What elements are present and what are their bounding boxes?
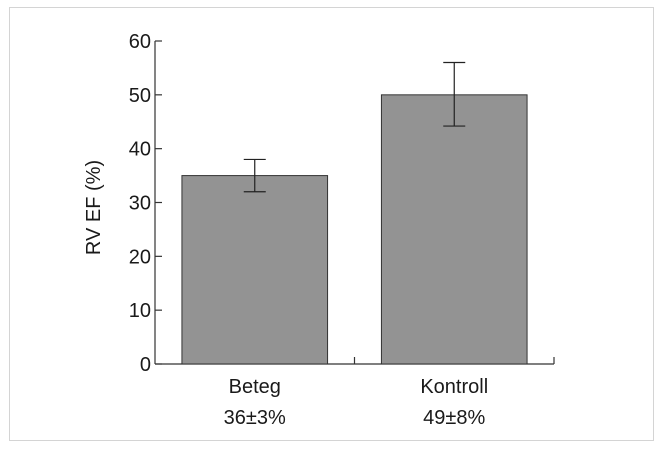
y-axis: 0 10 20 30 40 50 60 (129, 31, 162, 376)
y-tick-label: 40 (129, 139, 151, 161)
bar-kontroll (380, 94, 528, 365)
y-tick-label: 60 (129, 31, 151, 53)
y-axis-title: RV EF (%) (83, 160, 105, 255)
bars (181, 61, 528, 365)
chart-frame (9, 7, 654, 441)
x-tick-sublabel-kontroll: 49±8% (423, 407, 485, 429)
y-tick-label: 0 (140, 354, 151, 376)
x-tick-label-kontroll: Kontroll (420, 376, 488, 398)
x-tick-label-beteg: Beteg (229, 376, 281, 398)
category-labels: Beteg 36±3% Kontroll 49±8% (224, 376, 488, 429)
y-tick-label: 50 (129, 85, 151, 107)
y-tick-label: 20 (129, 246, 151, 268)
bar-beteg (181, 175, 329, 365)
y-tick-label: 10 (129, 300, 151, 322)
y-tick-label: 30 (129, 193, 151, 215)
x-tick-sublabel-beteg: 36±3% (224, 407, 286, 429)
